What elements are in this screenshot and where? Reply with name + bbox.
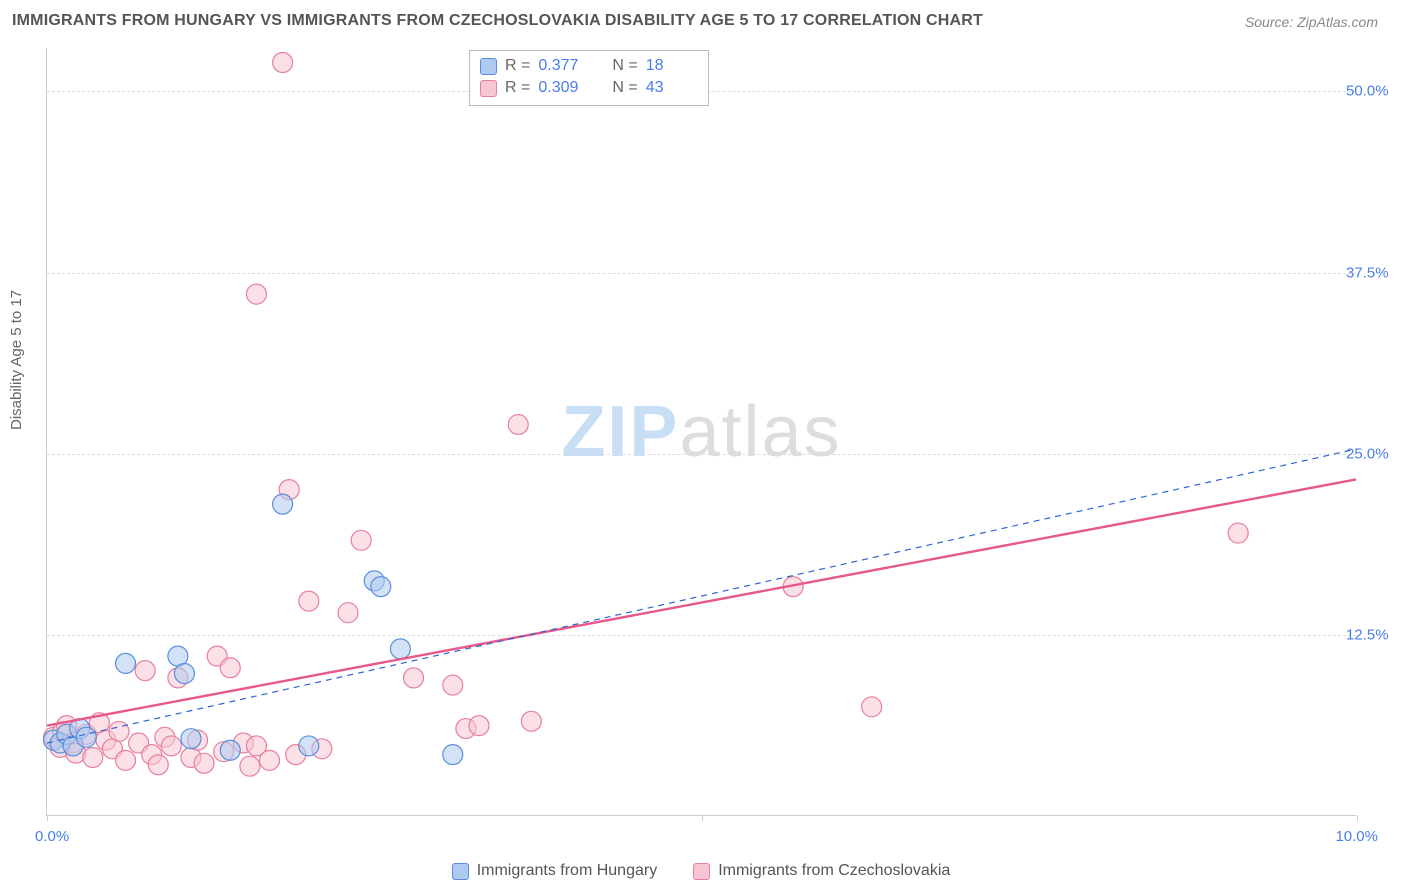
stats-row-hungary: R = 0.377 N = 18 (480, 55, 694, 77)
bottom-legend: Immigrants from Hungary Immigrants from … (46, 862, 1356, 880)
data-point (83, 747, 103, 767)
r-value: 0.377 (538, 57, 586, 75)
data-point (148, 755, 168, 775)
data-point (260, 750, 280, 770)
x-axis-min-label: 0.0% (35, 828, 69, 845)
data-point (443, 745, 463, 765)
data-point (116, 653, 136, 673)
swatch-icon (480, 58, 497, 75)
data-point (116, 750, 136, 770)
data-point (371, 577, 391, 597)
y-axis-label: Disability Age 5 to 17 (8, 290, 25, 430)
data-point (1228, 523, 1248, 543)
trend-line (47, 479, 1356, 725)
chart-title: IMMIGRANTS FROM HUNGARY VS IMMIGRANTS FR… (12, 12, 983, 30)
data-point (299, 591, 319, 611)
legend-label: Immigrants from Hungary (477, 862, 658, 880)
n-value: 18 (646, 57, 694, 75)
data-point (246, 284, 266, 304)
data-point (508, 414, 528, 434)
swatch-icon (693, 863, 710, 880)
legend-item-czech: Immigrants from Czechoslovakia (693, 862, 950, 880)
n-value: 43 (646, 79, 694, 97)
data-point (273, 494, 293, 514)
data-point (220, 658, 240, 678)
stats-row-czech: R = 0.309 N = 43 (480, 77, 694, 99)
r-value: 0.309 (538, 79, 586, 97)
swatch-icon (452, 863, 469, 880)
data-point (521, 711, 541, 731)
x-axis-max-label: 10.0% (1335, 828, 1378, 845)
data-point (338, 603, 358, 623)
legend-label: Immigrants from Czechoslovakia (718, 862, 950, 880)
stats-legend: R = 0.377 N = 18 R = 0.309 N = 43 (469, 50, 709, 106)
data-point (76, 727, 96, 747)
data-point (174, 664, 194, 684)
data-point (181, 729, 201, 749)
data-point (351, 530, 371, 550)
data-point (443, 675, 463, 695)
x-tick (702, 815, 703, 821)
data-point (862, 697, 882, 717)
data-point (390, 639, 410, 659)
scatter-plot (47, 48, 1356, 815)
x-tick (1357, 815, 1358, 821)
data-point (220, 740, 240, 760)
data-point (404, 668, 424, 688)
data-point (161, 736, 181, 756)
data-point (135, 661, 155, 681)
data-point (469, 716, 489, 736)
data-point (194, 753, 214, 773)
data-point (299, 736, 319, 756)
x-tick (47, 815, 48, 821)
chart-area: ZIPatlas 12.5%25.0%37.5%50.0% R = 0.377 … (46, 48, 1356, 816)
source-credit: Source: ZipAtlas.com (1245, 14, 1378, 30)
data-point (109, 721, 129, 741)
data-point (240, 756, 260, 776)
trend-line (47, 449, 1356, 743)
data-point (273, 52, 293, 72)
legend-item-hungary: Immigrants from Hungary (452, 862, 658, 880)
swatch-icon (480, 80, 497, 97)
